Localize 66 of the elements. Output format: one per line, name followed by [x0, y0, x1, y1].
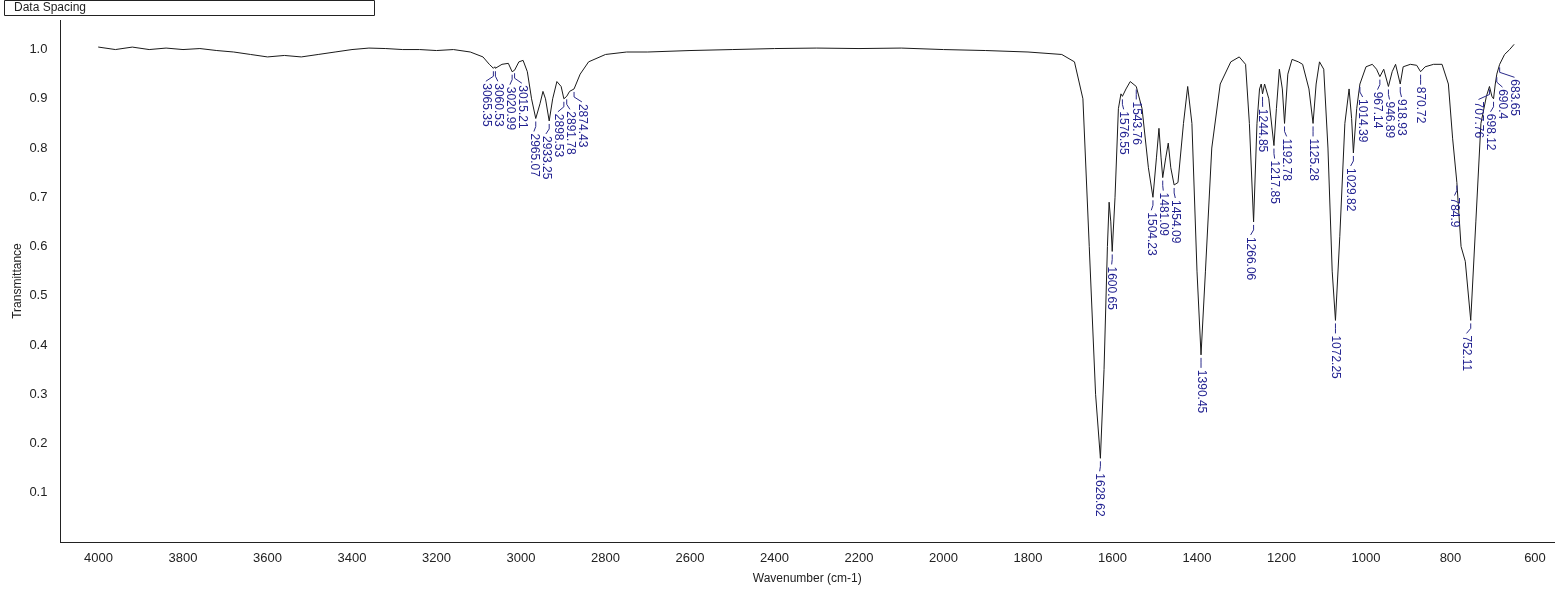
- annotation: 1072.25: [1329, 335, 1344, 380]
- y-tick-label: 0.4: [29, 336, 48, 352]
- annotation: 1217.85: [1268, 160, 1283, 205]
- x-tick-label: 4000: [84, 550, 113, 566]
- annotation: 3015.21: [515, 85, 530, 129]
- x-tick-label: 600: [1524, 550, 1546, 566]
- annotation: 1628.62: [1093, 473, 1108, 517]
- x-tick-label: 1600: [1098, 550, 1127, 566]
- y-tick-label: 0.3: [29, 385, 48, 401]
- annotation: 1543.76: [1129, 101, 1144, 146]
- annotation: 1390.45: [1194, 369, 1209, 414]
- annotation: 1600.65: [1105, 266, 1120, 311]
- x-tick-label: 1200: [1267, 550, 1296, 566]
- y-tick-label: 0.8: [29, 139, 48, 155]
- annotation: 707.76: [1472, 101, 1487, 139]
- annotation: 1504.23: [1144, 212, 1159, 256]
- x-tick-label: 3600: [253, 550, 282, 566]
- annotation: 967.14: [1371, 91, 1386, 129]
- annotation: 870.72: [1414, 86, 1429, 124]
- annotation: 946.89: [1383, 101, 1398, 139]
- annotation: 918.93: [1395, 99, 1410, 137]
- annotation: 1576.55: [1117, 111, 1132, 156]
- y-tick-label: 0.6: [29, 238, 48, 254]
- annotation: 1454.09: [1168, 199, 1183, 244]
- annotation: 3060.53: [491, 83, 506, 127]
- x-axis-title: Wavenumber (cm-1): [752, 571, 862, 586]
- annotation: 1125.28: [1306, 138, 1321, 182]
- x-tick-label: 1400: [1182, 550, 1212, 566]
- annotation: 1192.78: [1280, 138, 1295, 182]
- x-tick-label: 2400: [760, 550, 789, 566]
- annotation: 1244.85: [1256, 108, 1271, 153]
- annotation: 1481.09: [1156, 192, 1171, 237]
- annotation: 3065.35: [479, 83, 494, 127]
- y-tick-label: 0.9: [29, 90, 48, 106]
- x-tick-label: 800: [1439, 550, 1462, 566]
- x-tick-label: 3000: [506, 550, 536, 566]
- x-tick-label: 2800: [591, 550, 620, 566]
- x-tick-label: 1800: [1013, 550, 1043, 566]
- text: Data Spacing: [14, 0, 87, 15]
- y-tick-label: 0.7: [29, 188, 48, 204]
- x-tick-label: 2200: [844, 550, 874, 566]
- y-tick-label: 0.5: [29, 287, 48, 303]
- x-tick-label: 3200: [422, 550, 451, 566]
- y-tick-label: 0.1: [29, 484, 48, 500]
- x-tick-label: 2600: [675, 550, 705, 566]
- annotation: 2874.43: [575, 103, 590, 148]
- annotation: 2898.53: [551, 113, 566, 158]
- y-tick-label: 1.0: [29, 41, 48, 57]
- annotation: 2965.07: [527, 133, 542, 178]
- x-tick-label: 1000: [1351, 550, 1381, 566]
- y-tick-label: 0.2: [29, 435, 48, 451]
- annotation: 784.9: [1448, 197, 1463, 228]
- annotation: 698.12: [1484, 113, 1499, 151]
- annotation: 690.4: [1496, 89, 1511, 120]
- annotation: 752.11: [1460, 335, 1475, 372]
- annotation: 2891.78: [563, 111, 578, 156]
- x-tick-label: 2000: [929, 550, 958, 566]
- annotation: 683.65: [1508, 79, 1523, 117]
- y-axis-title: Transmittance: [9, 242, 24, 319]
- annotation: 2933.25: [539, 135, 554, 180]
- x-tick-label: 3400: [337, 550, 367, 566]
- annotation: 1014.39: [1356, 99, 1371, 143]
- annotation: 1266.06: [1244, 236, 1259, 281]
- annotation: 3020.99: [503, 86, 518, 131]
- x-tick-label: 3800: [168, 550, 198, 566]
- annotation: 1029.82: [1344, 167, 1359, 212]
